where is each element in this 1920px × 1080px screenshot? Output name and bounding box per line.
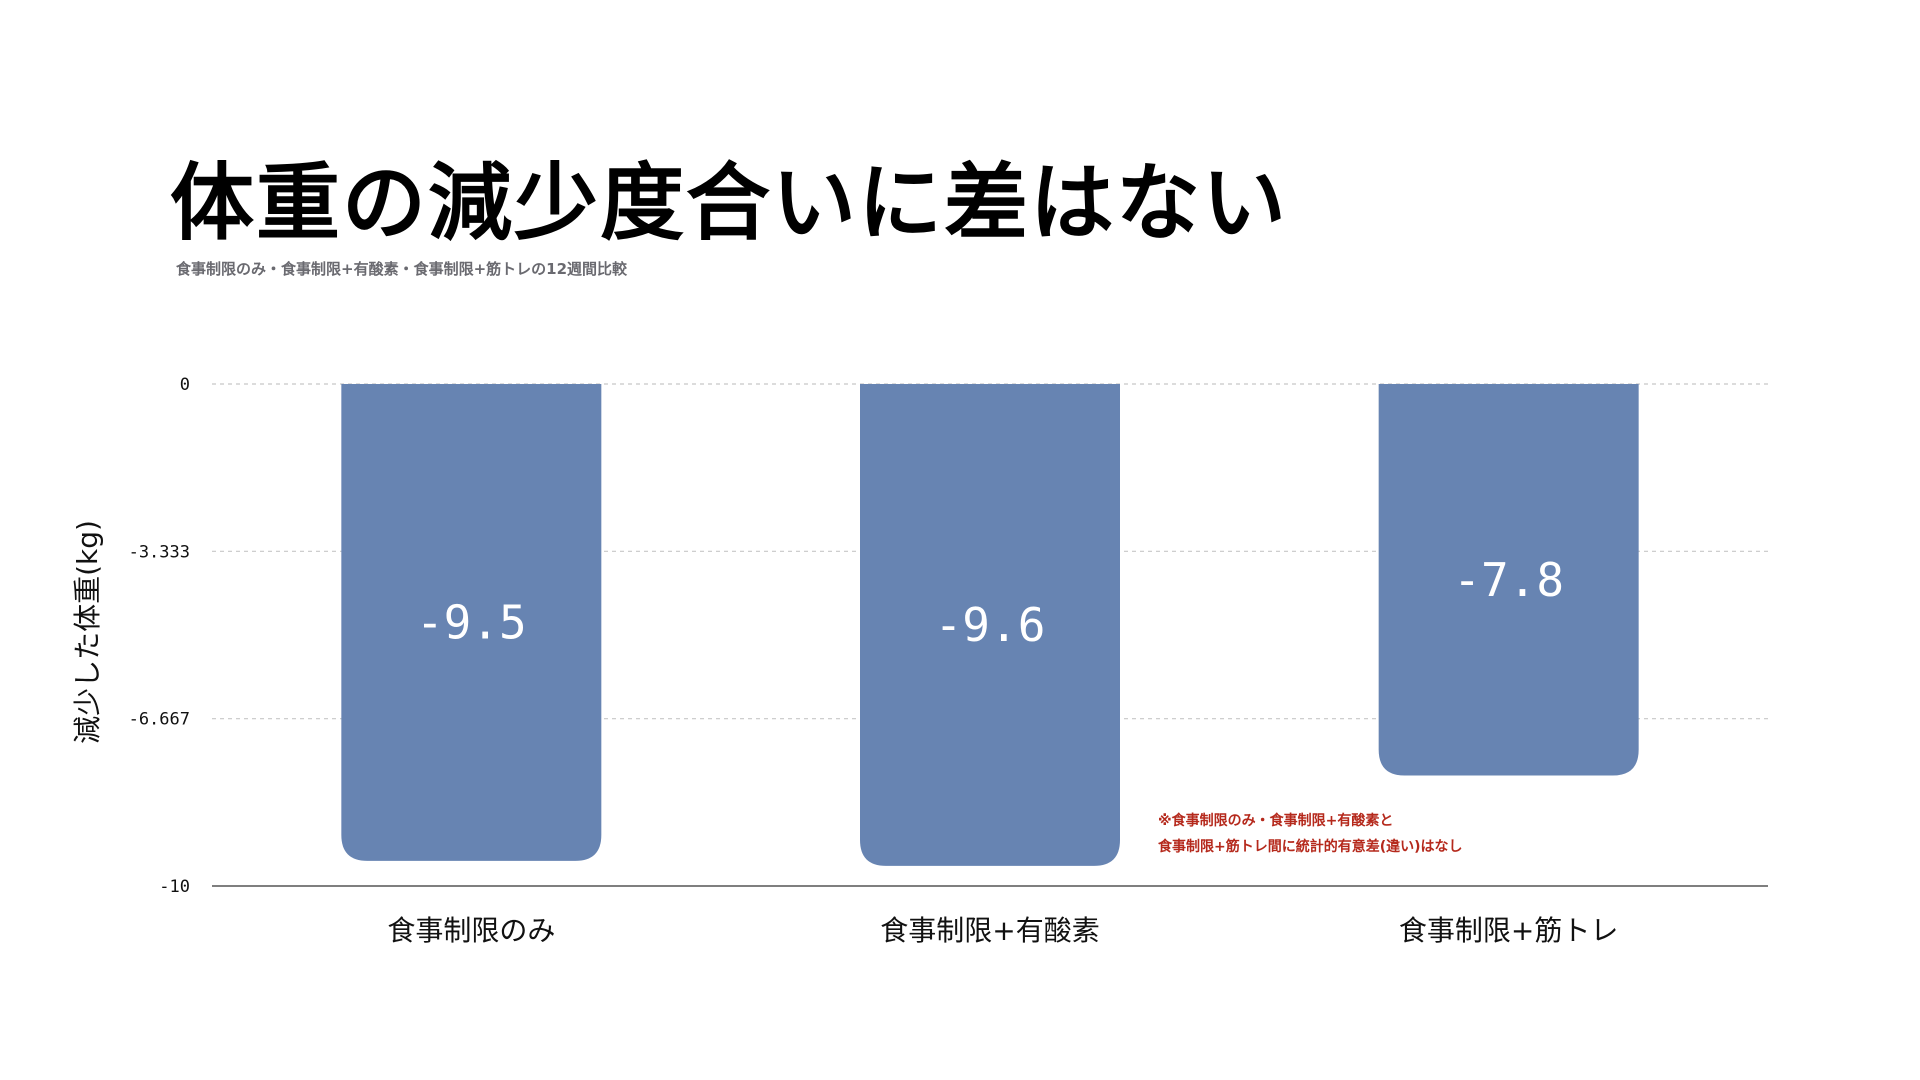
labels: 0 -3.333 -6.667 -10 -9.5 食事制限のみ -9.6 食事制限+有酸素 -7…	[129, 375, 1619, 947]
bars	[341, 384, 1639, 866]
y-tick-label: -3.333	[129, 542, 190, 562]
x-tick-label: 食事制限のみ	[387, 914, 555, 947]
significance-note-line-1: ※食事制限のみ・食事制限+有酸素と	[1158, 813, 1394, 829]
chart-title: 体重の減少度合いに差はない	[170, 154, 1289, 252]
bar-value-label: -7.8	[1453, 553, 1564, 607]
x-tick-label: 食事制限+有酸素	[880, 914, 1099, 947]
bar-value-label: -9.5	[416, 595, 527, 649]
y-tick-label: -10	[159, 877, 190, 897]
x-tick-label: 食事制限+筋トレ	[1399, 914, 1618, 947]
chart-subtitle: 食事制限のみ・食事制限+有酸素・食事制限+筋トレの12週間比較	[176, 260, 628, 278]
bar	[1378, 384, 1639, 776]
y-tick-label: -6.667	[129, 710, 190, 730]
significance-note-line-2: 食事制限+筋トレ間に統計的有意差(違い)はなし	[1158, 839, 1463, 855]
bar	[341, 384, 602, 861]
y-tick-label: 0	[180, 375, 190, 395]
significance-note: ※食事制限のみ・食事制限+有酸素と 食事制限+筋トレ間に統計的有意差(違い)はな…	[1158, 808, 1463, 860]
bar	[860, 384, 1120, 866]
bar-value-label: -9.6	[935, 598, 1046, 652]
